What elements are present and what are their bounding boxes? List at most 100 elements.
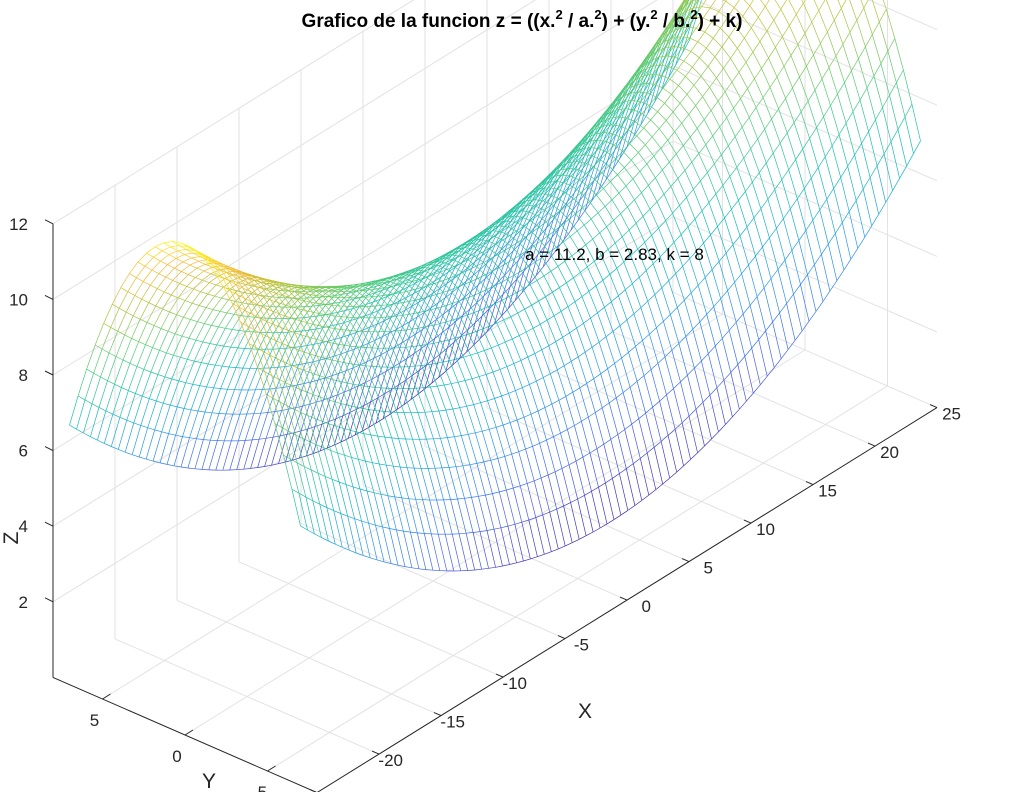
mesh-line-x xyxy=(245,440,252,441)
mesh-line-y xyxy=(789,170,798,199)
mesh-line-x xyxy=(132,338,139,341)
mesh-line-y xyxy=(606,337,615,364)
mesh-line-x xyxy=(664,186,671,194)
mesh-line-x xyxy=(653,401,660,407)
mesh-line-x xyxy=(252,439,259,440)
mesh-line-x xyxy=(597,444,604,449)
mesh-line-x xyxy=(563,333,570,338)
mesh-line-x xyxy=(773,313,780,322)
mesh-line-y xyxy=(271,349,280,368)
mesh-line-y xyxy=(782,180,791,209)
mesh-line-x xyxy=(642,185,649,192)
mesh-line-x xyxy=(395,497,402,498)
mesh-line-x xyxy=(396,530,403,531)
mesh-line-x xyxy=(676,266,683,273)
mesh-line-y xyxy=(573,392,582,421)
mesh-line-y xyxy=(220,300,229,312)
mesh-line-y xyxy=(597,195,606,206)
mesh-line-x xyxy=(735,274,742,283)
mesh-line-x xyxy=(798,33,805,44)
mesh-line-y xyxy=(258,438,267,467)
mesh-line-y xyxy=(677,70,686,76)
mesh-line-x xyxy=(679,76,686,85)
mesh-line-x xyxy=(128,391,135,394)
mesh-line-y xyxy=(533,328,542,350)
mesh-line-y xyxy=(274,319,283,333)
mesh-line-y xyxy=(353,307,362,318)
mesh-line-x xyxy=(505,339,512,342)
mesh-line-y xyxy=(530,285,539,302)
mesh-line-x xyxy=(641,301,648,307)
mesh-line-y xyxy=(425,412,434,439)
mesh-line-x xyxy=(430,386,437,387)
mesh-line-x xyxy=(279,462,286,464)
mesh-line-x xyxy=(700,314,707,322)
mesh-line-x xyxy=(515,271,522,275)
mesh-line-y xyxy=(345,363,354,385)
mesh-line-x xyxy=(475,431,482,433)
mesh-line-x xyxy=(569,461,576,465)
mesh-line-x xyxy=(401,302,408,303)
mesh-line-x xyxy=(408,366,415,367)
mesh-line-x xyxy=(823,291,830,301)
mesh-line-y xyxy=(765,6,774,20)
mesh-line-y xyxy=(698,42,707,48)
mesh-line-y xyxy=(691,51,700,57)
mesh-line-y xyxy=(245,414,254,441)
mesh-line-x xyxy=(524,414,531,417)
mesh-line-y xyxy=(738,200,747,227)
mesh-line-y xyxy=(614,220,623,236)
mesh-line-y xyxy=(603,280,612,302)
mesh-line-y xyxy=(712,270,721,299)
mesh-line-x xyxy=(135,296,142,300)
mesh-line-y xyxy=(460,408,469,435)
mesh-line-y xyxy=(464,357,473,379)
mesh-line-x xyxy=(528,354,535,358)
mesh-line-x xyxy=(677,466,684,472)
mesh-line-x xyxy=(343,428,350,430)
mesh-line-x xyxy=(448,338,455,340)
mesh-line-y xyxy=(773,322,782,359)
mesh-line-x xyxy=(706,136,713,145)
mesh-line-y xyxy=(591,219,600,233)
mesh-line-x xyxy=(567,426,574,430)
mesh-line-y xyxy=(135,282,144,296)
mesh-line-x xyxy=(635,500,642,505)
mesh-line-y xyxy=(751,149,760,173)
mesh-line-y xyxy=(687,94,696,105)
mesh-line-x xyxy=(843,32,850,44)
mesh-line-y xyxy=(396,310,405,329)
mesh-line-x xyxy=(691,453,698,460)
mesh-line-x xyxy=(625,284,632,290)
mesh-line-x xyxy=(160,463,167,465)
mesh-line-x xyxy=(150,285,157,288)
mesh-line-y xyxy=(711,235,720,262)
mesh-line-x xyxy=(737,158,744,167)
mesh-line-y xyxy=(416,499,425,533)
mesh-line-x xyxy=(112,304,119,308)
mesh-line-x xyxy=(489,567,496,568)
mesh-line-y xyxy=(283,366,292,388)
mesh-line-x xyxy=(572,539,579,542)
mesh-line-x xyxy=(829,56,836,68)
mesh-line-x xyxy=(749,108,756,118)
mesh-line-x xyxy=(630,381,637,387)
mesh-line-x xyxy=(548,472,555,475)
mesh-line-x xyxy=(827,188,834,199)
mesh-line-y xyxy=(354,318,363,332)
mesh-line-x xyxy=(618,430,625,435)
mesh-line-x xyxy=(514,360,521,363)
mesh-line-y xyxy=(870,178,879,215)
mesh-line-x xyxy=(154,257,161,261)
mesh-line-x xyxy=(622,230,629,237)
mesh-line-x xyxy=(681,375,688,382)
mesh-line-x xyxy=(458,381,465,383)
mesh-line-x xyxy=(419,569,426,570)
mesh-line-x xyxy=(775,37,782,48)
mesh-line-x xyxy=(211,325,218,327)
x-tick-label: -10 xyxy=(502,674,527,693)
mesh-line-x xyxy=(423,387,430,388)
mesh-line-y xyxy=(538,411,547,440)
mesh-line-x xyxy=(600,227,607,233)
mesh-line-x xyxy=(204,271,211,274)
